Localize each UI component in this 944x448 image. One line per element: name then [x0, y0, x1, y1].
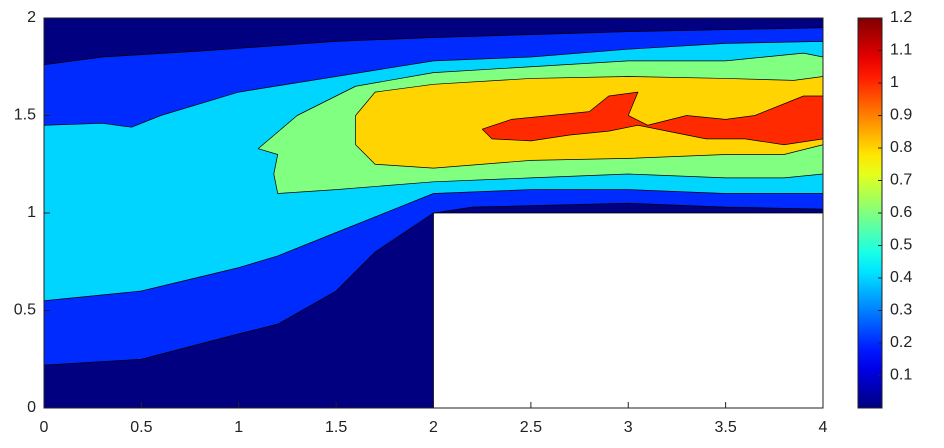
colorbar-tick-label: 0.3 [890, 302, 912, 319]
y-tick-label: 0 [27, 399, 36, 416]
x-tick-label: 0.5 [130, 419, 152, 436]
colorbar-tick-label: 1.1 [890, 42, 912, 59]
colorbar-tick-label: 0.1 [890, 367, 912, 384]
colorbar-tick-label: 0.9 [890, 107, 912, 124]
colorbar-tick-label: 0.7 [890, 172, 912, 189]
x-tick-label: 1 [234, 419, 243, 436]
colorbar-tick-label: 0.5 [890, 237, 912, 254]
x-tick-label: 0 [40, 419, 49, 436]
x-tick-label: 2 [429, 419, 438, 436]
colorbar-tick-label: 0.6 [890, 204, 912, 221]
colorbar-tick-label: 0.2 [890, 334, 912, 351]
x-tick-label: 3.5 [715, 419, 737, 436]
y-tick-label: 2 [27, 9, 36, 26]
colorbar-tick-label: 0.4 [890, 269, 912, 286]
x-tick-label: 3 [624, 419, 633, 436]
y-tick-label: 1.5 [14, 107, 36, 124]
x-tick-label: 2.5 [520, 419, 542, 436]
y-tick-label: 0.5 [14, 302, 36, 319]
y-tick-label: 1 [27, 204, 36, 221]
x-tick-label: 1.5 [325, 419, 347, 436]
colorbar-tick-label: 0.8 [890, 139, 912, 156]
colorbar-tick-label: 1 [890, 74, 899, 91]
contour-region [481, 91, 824, 146]
x-tick-label: 4 [819, 419, 828, 436]
colorbar-tick-label: 1.2 [890, 9, 912, 26]
